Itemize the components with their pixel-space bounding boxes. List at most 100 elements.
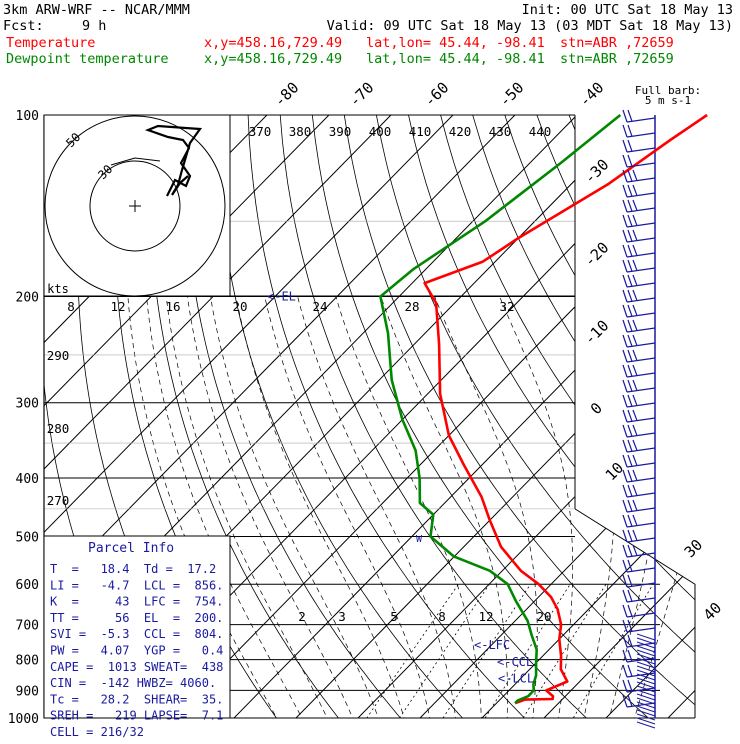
parcel-row: LI = -4.7 LCL = 856. (50, 578, 223, 592)
wind-barb (623, 575, 655, 587)
mixing-ratio-label: 5 (390, 609, 398, 624)
fcst-value: 9 h (82, 18, 106, 34)
hodograph-speed-label: 20 (232, 299, 247, 314)
isotherm-label: -20 (581, 239, 613, 271)
mixing-ratio-line (358, 584, 458, 731)
temperature-xy: x,y=458.16,729.49 (204, 35, 342, 51)
isotherm-line (283, 115, 740, 731)
dry-adiabat (473, 115, 740, 731)
mixing-ratio-label: 2 (298, 609, 306, 624)
dry-adiabat (729, 115, 740, 731)
wind-barb (623, 245, 655, 257)
wind-barb (623, 215, 655, 227)
wind-barb (623, 560, 655, 572)
wind-legend-unit: 5 m s-1 (645, 94, 691, 107)
parcel-row: TT = 56 EL = 200. (50, 611, 223, 625)
wind-barb (623, 440, 655, 452)
wind-barb (623, 470, 655, 482)
isotherm-line (655, 115, 740, 731)
hodograph-unit: kts (47, 282, 69, 296)
temperature-legend: Temperature (6, 35, 95, 51)
dry-adiabat (344, 115, 726, 731)
theta-label: 390 (329, 124, 352, 139)
parcel-row: CIN = -142 HWBZ= 4060. (50, 676, 216, 690)
mixing-ratio-line (566, 584, 653, 731)
parcel-row: SREH = 219 LAPSE= 7.1 (50, 709, 223, 723)
wind-barb (623, 110, 655, 122)
dewpoint-latlon: lat,lon= 45.44, -98.41 (366, 51, 545, 67)
wind-barb (623, 485, 655, 497)
hodograph-speed-label: 12 (110, 299, 125, 314)
dewpoint-legend: Dewpoint temperature (6, 51, 169, 67)
pressure-tick-label: 800 (16, 654, 39, 669)
wind-barb (623, 695, 655, 707)
isotherm-label: 40 (700, 599, 726, 625)
isotherm-label: -30 (581, 156, 613, 188)
wind-barb (623, 260, 655, 272)
wind-barb (623, 605, 655, 617)
hodograph-speed-label: 16 (165, 299, 180, 314)
wind-barb (623, 650, 655, 662)
theta-label: 370 (249, 124, 272, 139)
wind-barb (623, 305, 655, 317)
wind-barb (623, 185, 655, 197)
mixing-ratio-label: 8 (438, 609, 446, 624)
pressure-tick-label: 200 (16, 291, 39, 306)
wind-barb (623, 275, 655, 287)
mixing-ratio-label: 20 (536, 609, 551, 624)
fcst-label: Fcst: (3, 18, 44, 34)
wind-barb (623, 290, 655, 302)
hodograph-speed-label: 8 (67, 299, 75, 314)
pressure-tick-label: 700 (16, 619, 39, 634)
parcel-row: T = 18.4 Td = 17.2 (50, 562, 216, 576)
wind-barb (623, 530, 655, 542)
wind-barb (623, 410, 655, 422)
isotherm-line (159, 115, 740, 731)
moist-adiabat (265, 297, 433, 731)
pressure-tick-label: 400 (16, 472, 39, 487)
theta-label-left: 270 (47, 493, 70, 508)
dewpoint-xy: x,y=458.16,729.49 (204, 51, 342, 67)
hodograph-speed-label: 32 (499, 299, 514, 314)
moist-adiabat (211, 297, 383, 731)
pressure-tick-label: 500 (16, 530, 39, 545)
theta-label: 440 (529, 124, 552, 139)
theta-label: 430 (489, 124, 512, 139)
wind-barbs (623, 110, 655, 728)
level-marker: <-EL (267, 290, 296, 304)
wind-barb (623, 170, 655, 182)
parcel-info-box: Parcel Info T = 18.4 Td = 17.2 LI = -4.7 L… (44, 536, 230, 739)
wind-barb (623, 320, 655, 332)
theta-label: 400 (369, 124, 392, 139)
wind-barb (623, 125, 655, 137)
isotherm-line (593, 115, 740, 731)
dry-adiabat (665, 115, 740, 731)
wind-barb (623, 425, 655, 437)
wind-barb (623, 545, 655, 557)
mixing-ratio-label: 3 (338, 609, 346, 624)
wind-barb (623, 500, 655, 512)
wind-barb (623, 365, 655, 377)
wind-barb (623, 635, 655, 647)
mixing-ratio-label: 12 (478, 609, 493, 624)
pressure-tick-label: 600 (16, 578, 39, 593)
isotherm-label: -70 (346, 79, 378, 111)
theta-label: 380 (289, 124, 312, 139)
valid-time: Valid: 09 UTC Sat 18 May 13 (03 MDT Sat … (327, 18, 733, 34)
moist-adiabat (236, 297, 408, 731)
temperature-stn: stn=ABR ,72659 (560, 35, 674, 51)
parcel-title: Parcel Info (88, 541, 174, 556)
isotherm-line (407, 115, 740, 731)
level-marker: <-LCL (498, 671, 534, 685)
isotherm-label: -60 (421, 79, 453, 111)
init-time: Init: 00 UTC Sat 18 May 13 (522, 2, 733, 18)
isotherm-label: -10 (581, 317, 613, 349)
dry-adiabat (409, 115, 740, 731)
wind-barb (623, 140, 655, 152)
pressure-tick-label: 900 (16, 684, 39, 699)
wind-barb (623, 395, 655, 407)
wind-barb (623, 455, 655, 467)
level-marker: <-CCL (497, 655, 533, 669)
